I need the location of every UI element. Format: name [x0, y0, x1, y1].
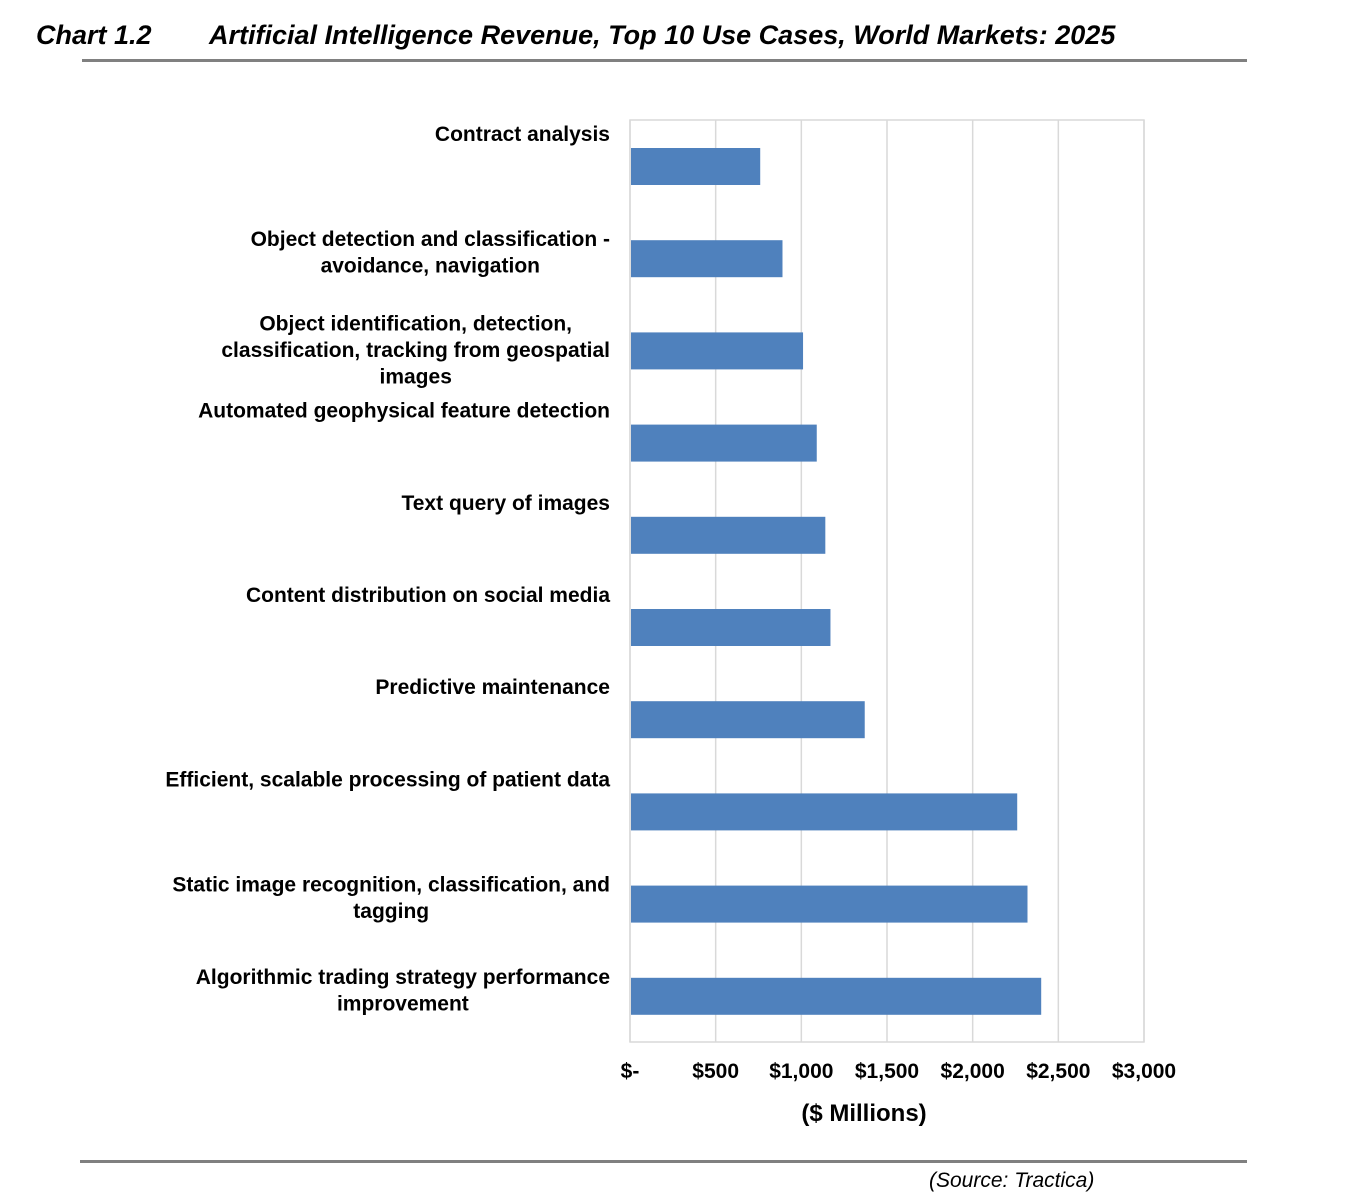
- category-label-line: Text query of images: [401, 492, 610, 515]
- bar: [631, 332, 804, 370]
- x-tick-label: $500: [692, 1060, 739, 1083]
- bar: [631, 424, 817, 462]
- category-label: Contract analysis: [435, 123, 610, 146]
- category-label-line: images: [380, 365, 452, 388]
- category-label-line: Static image recognition, classification…: [172, 874, 610, 897]
- x-tick-label: $3,000: [1112, 1060, 1176, 1083]
- top-rule: [82, 59, 1247, 62]
- category-label-line: tagging: [353, 900, 429, 923]
- category-label: Content distribution on social media: [246, 584, 610, 607]
- x-tick-label: $2,000: [941, 1060, 1005, 1083]
- category-label-line: Contract analysis: [435, 123, 610, 146]
- category-label-line: Object identification, detection,: [259, 312, 572, 335]
- category-label: Efficient, scalable processing of patien…: [165, 768, 610, 791]
- bar: [631, 240, 783, 278]
- x-tick-label: $1,500: [855, 1060, 919, 1083]
- bottom-rule: [80, 1160, 1247, 1163]
- category-label: Algorithmic trading strategy performance…: [196, 966, 610, 1016]
- category-label-line: avoidance, navigation: [321, 255, 540, 278]
- bar: [631, 701, 865, 739]
- category-label: Automated geophysical feature detection: [198, 400, 610, 423]
- category-label-line: Content distribution on social media: [246, 584, 610, 607]
- category-label: Static image recognition, classification…: [172, 874, 610, 924]
- plot-area-border: [629, 119, 1145, 1043]
- category-label: Predictive maintenance: [375, 676, 610, 699]
- x-tick-label: $1,000: [769, 1060, 833, 1083]
- bar: [631, 977, 1042, 1015]
- category-labels: Contract analysis Object detection and cl…: [165, 123, 610, 1015]
- category-label-line: improvement: [337, 992, 469, 1015]
- category-label-line: Predictive maintenance: [375, 676, 610, 699]
- category-label-line: Algorithmic trading strategy performance: [196, 966, 610, 989]
- x-tick-label: $2,500: [1026, 1060, 1090, 1083]
- category-label: Object detection and classification - avo…: [251, 228, 610, 278]
- x-tick-labels: $- $500 $1,000 $1,500 $2,000 $2,500 $3,000: [621, 1060, 1176, 1083]
- bar: [631, 885, 1028, 923]
- category-label-line: classification, tracking from geospatial: [221, 339, 610, 362]
- x-tick-label: $-: [621, 1060, 640, 1083]
- source-note: (Source: Tractica): [929, 1169, 1095, 1192]
- bar: [631, 609, 831, 646]
- chart-number: Chart 1.2: [36, 20, 152, 50]
- bar-chart: Contract analysis Object detection and cl…: [165, 119, 1176, 1083]
- category-label: Text query of images: [401, 492, 610, 515]
- category-label-line: Object detection and classification -: [251, 228, 610, 251]
- bars: [631, 148, 1042, 1015]
- category-label-line: Efficient, scalable processing of patien…: [165, 768, 610, 791]
- bar: [631, 148, 761, 185]
- category-label: Object identification, detection, classif…: [221, 312, 610, 388]
- chart-title: Artificial Intelligence Revenue, Top 10 …: [209, 20, 1116, 50]
- category-label-line: Automated geophysical feature detection: [198, 400, 610, 423]
- bar: [631, 516, 826, 554]
- bar: [631, 793, 1018, 831]
- x-axis-title: ($ Millions): [801, 1100, 927, 1127]
